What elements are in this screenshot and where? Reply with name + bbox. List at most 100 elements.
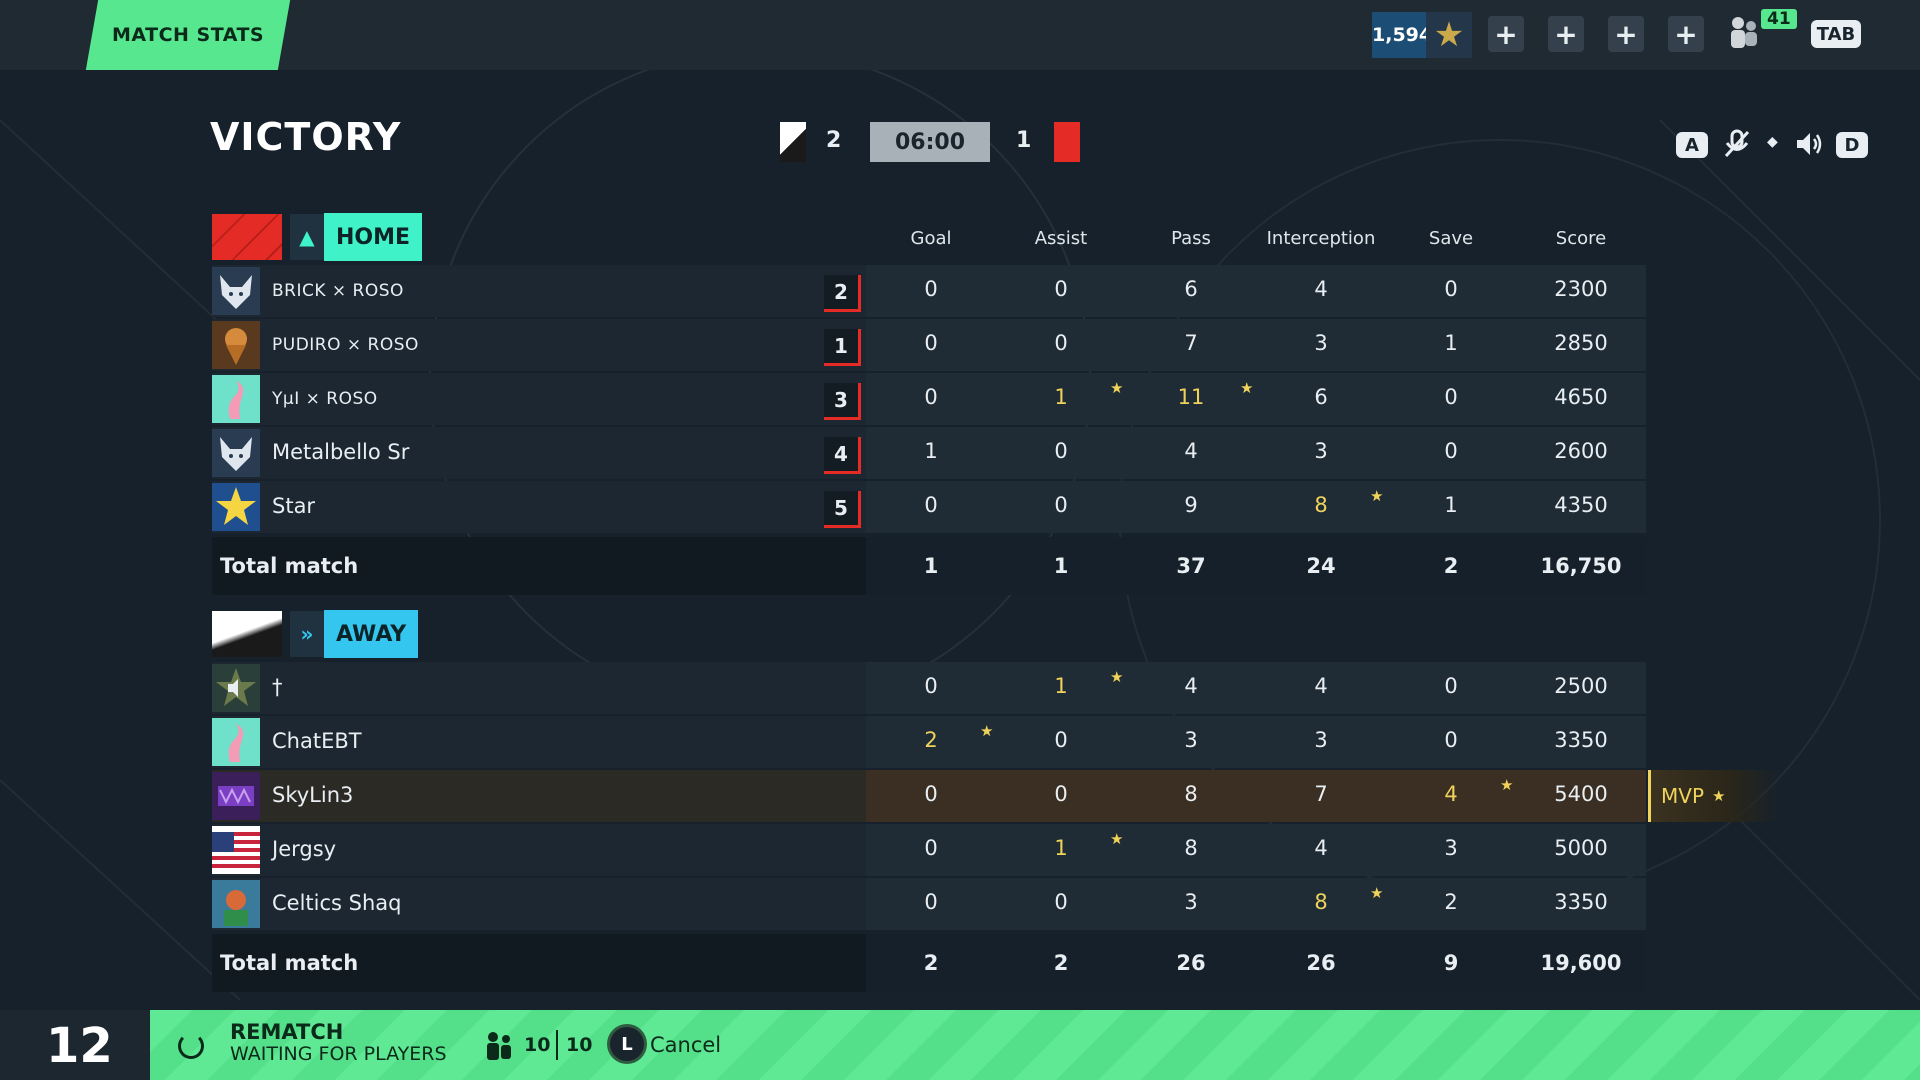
- stat-pass: 9: [1184, 493, 1198, 517]
- stats-cell: [866, 770, 1646, 822]
- total-pass: 26: [1176, 951, 1206, 975]
- stat-interception: 6: [1314, 385, 1328, 409]
- away-total-row: Total match 2 2 26 26 9 19,600: [212, 934, 1646, 992]
- best-stat-star-icon: ★: [980, 722, 994, 740]
- table-row[interactable]: PUDIRO × ROSO 1 0 0 7 3 1 2850: [212, 319, 1646, 371]
- players-total-count: 10: [566, 1034, 593, 1056]
- total-save: 9: [1443, 951, 1459, 975]
- stats-cell: [866, 427, 1646, 479]
- avatar: [212, 321, 260, 369]
- rank-badge: 4: [824, 437, 861, 474]
- table-row[interactable]: BRICK × ROSO 2 0 0 6 4 0 2300: [212, 265, 1646, 317]
- stat-interception: 4: [1314, 277, 1328, 301]
- total-score: 19,600: [1540, 951, 1622, 975]
- home-team-label: HOME: [324, 213, 423, 261]
- stat-goal: 0: [924, 890, 938, 914]
- away-team-flag: [212, 611, 282, 657]
- tab-match-stats[interactable]: MATCH STATS: [85, 0, 291, 70]
- total-interception: 26: [1306, 951, 1336, 975]
- stats-cell: [866, 878, 1646, 930]
- player-name: BRICK × ROSO: [272, 281, 404, 301]
- home-team-flag: [212, 214, 282, 260]
- avatar: [212, 483, 260, 531]
- tab-match-stats-label: MATCH STATS: [111, 24, 265, 46]
- player-name: Celtics Shaq: [272, 891, 402, 915]
- match-result-title: VICTORY: [210, 115, 402, 159]
- away-score: 1: [1016, 128, 1032, 153]
- mic-muted-icon[interactable]: [1722, 128, 1752, 167]
- stat-pass: 11: [1177, 385, 1205, 409]
- l-key-hint: L: [610, 1027, 644, 1061]
- friends-icon[interactable]: [1726, 14, 1766, 54]
- stat-goal: 0: [924, 836, 938, 860]
- rematch-status: WAITING FOR PLAYERS: [230, 1043, 447, 1065]
- currency-display: 1,594 ★: [1372, 12, 1472, 58]
- rank-badge: 1: [824, 329, 861, 366]
- rematch-countdown: 12: [46, 1018, 113, 1074]
- table-row[interactable]: ChatEBT 2 ★ 0 3 3 0 3350: [212, 716, 1646, 768]
- total-label: Total match: [220, 951, 359, 975]
- stat-assist: 0: [1054, 331, 1068, 355]
- best-stat-star-icon: ★: [1500, 776, 1514, 794]
- stats-cell: [866, 373, 1646, 425]
- stats-cell: [866, 824, 1646, 876]
- avatar: [212, 375, 260, 423]
- player-cell: [212, 373, 866, 425]
- speaker-icon[interactable]: [1793, 128, 1825, 167]
- add-slot-button-2[interactable]: +: [1548, 16, 1584, 52]
- match-timer: 06:00: [870, 122, 990, 162]
- column-header-assist: Assist: [1034, 228, 1088, 249]
- table-row[interactable]: Metalbello Sr 4 1 0 4 3 0 2600: [212, 427, 1646, 479]
- column-header-pass: Pass: [1171, 228, 1211, 249]
- best-stat-star-icon: ★: [1240, 379, 1254, 397]
- stat-pass: 8: [1184, 836, 1198, 860]
- stats-cell: [866, 716, 1646, 768]
- table-row[interactable]: † 0 1 ★ 4 4 0 2500: [212, 662, 1646, 714]
- stats-cell: [866, 481, 1646, 533]
- stat-score: 2300: [1554, 277, 1608, 301]
- avatar: [212, 429, 260, 477]
- total-goal: 1: [923, 554, 939, 578]
- stat-save: 1: [1444, 331, 1458, 355]
- player-cell: [212, 427, 866, 479]
- stat-assist: 0: [1054, 439, 1068, 463]
- total-label: Total match: [220, 554, 359, 578]
- add-slot-button-4[interactable]: +: [1668, 16, 1704, 52]
- total-save: 2: [1443, 554, 1459, 578]
- top-bar: [0, 0, 1920, 70]
- player-cell: [212, 319, 866, 371]
- table-row[interactable]: Star 5 0 0 9 8 ★ 1 4350: [212, 481, 1646, 533]
- player-cell: [212, 662, 866, 714]
- table-row[interactable]: Jergsy 0 1 ★ 8 4 3 5000: [212, 824, 1646, 876]
- stats-cell: [866, 662, 1646, 714]
- table-row[interactable]: SkyLin3 0 0 8 7 4 ★ 5400 MVP ★: [212, 770, 1781, 822]
- player-cell: [212, 265, 866, 317]
- away-team-emblem-icon: »: [290, 611, 324, 657]
- table-row[interactable]: Celtics Shaq 0 0 3 8 ★ 2 3350: [212, 878, 1646, 930]
- stat-interception: 4: [1314, 836, 1328, 860]
- stat-pass: 4: [1184, 439, 1198, 463]
- stat-save: 0: [1444, 385, 1458, 409]
- stat-goal: 0: [924, 782, 938, 806]
- players-icon: [482, 1030, 516, 1067]
- player-name: Star: [272, 494, 316, 518]
- best-stat-star-icon: ★: [1110, 830, 1124, 848]
- cancel-button[interactable]: Cancel: [650, 1033, 722, 1057]
- rank-badge: 5: [824, 491, 861, 528]
- total-goal: 2: [923, 951, 939, 975]
- stat-score: 3350: [1554, 728, 1608, 752]
- total-assist: 1: [1053, 554, 1069, 578]
- add-slot-button-3[interactable]: +: [1608, 16, 1644, 52]
- currency-amount: 1,594: [1372, 24, 1433, 46]
- stat-pass: 6: [1184, 277, 1198, 301]
- rank-badge: 2: [824, 275, 861, 312]
- stat-score: 3350: [1554, 890, 1608, 914]
- avatar: [212, 772, 260, 820]
- stat-interception: 8: [1314, 890, 1328, 914]
- stat-save: 0: [1444, 674, 1458, 698]
- add-slot-button-1[interactable]: +: [1488, 16, 1524, 52]
- avatar: [212, 664, 260, 712]
- table-row[interactable]: ΥμΙ × ROSO 3 0 1 ★ 11 ★ 6 0 4650: [212, 373, 1646, 425]
- separator-dot-icon: ◆: [1767, 134, 1778, 150]
- mvp-label: MVP: [1661, 784, 1704, 808]
